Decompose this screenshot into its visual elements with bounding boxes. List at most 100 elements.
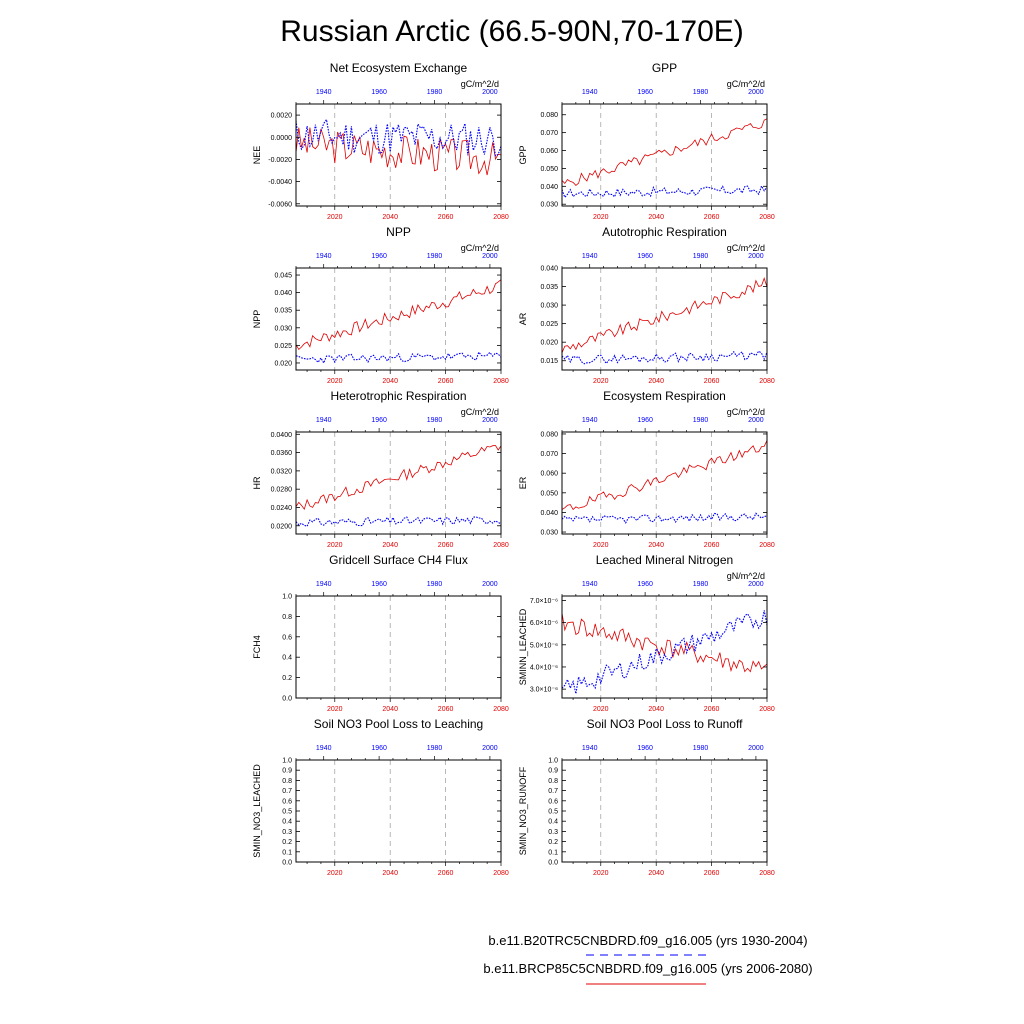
panel-title: Soil NO3 Pool Loss to Leaching [314,717,483,731]
panel-2: GPP gC/m^2/d GPP 0.030 0.040 0.050 0.060 0.070 0… [518,61,775,221]
x-tick-label-top: 1960 [637,89,653,96]
x-tick-label-bottom: 2040 [382,378,398,385]
y-tick-label: 0.050 [540,490,558,497]
y-tick-label: 0.035 [274,308,292,315]
x-tick-label-bottom: 2060 [704,542,720,549]
panel-title: Gridcell Surface CH4 Flux [329,553,468,567]
x-tick-label-top: 1980 [427,253,443,260]
y-tick-label: 0.3 [548,829,558,836]
x-tick-label-top: 1960 [371,745,387,752]
panel-units: gC/m^2/d [727,79,765,89]
panel-units: gN/m^2/d [727,571,765,581]
y-tick-label: 3.0×10⁻⁶ [530,687,558,694]
panel-title: Net Ecosystem Exchange [330,61,468,75]
x-tick-label-top: 2000 [482,417,498,424]
series-future-line [561,276,768,353]
plot-frame [561,759,768,863]
panel-title: Autotrophic Respiration [602,225,727,239]
x-tick-label-bottom: 2040 [648,706,664,713]
y-tick-label: 5.0×10⁻⁶ [530,642,558,649]
x-tick-label-bottom: 2080 [759,378,775,385]
y-tick-label: 0.030 [540,202,558,209]
x-tick-label-top: 1980 [693,253,709,260]
x-tick-label-bottom: 2060 [438,378,454,385]
y-tick-label: 0.080 [540,112,558,119]
panel-title: Heterotrophic Respiration [330,389,466,403]
y-axis-label: SMIN_NO3_LEACHED [252,764,262,858]
y-tick-label: 0.025 [540,321,558,328]
x-tick-label-bottom: 2060 [704,378,720,385]
y-tick-label: 0.3 [282,829,292,836]
x-tick-label-top: 2000 [748,89,764,96]
series-future-line [561,118,768,186]
x-tick-label-bottom: 2080 [493,378,509,385]
y-axis-label: GPP [518,145,528,164]
series-future-line [295,279,502,351]
plot-frame [561,431,768,535]
x-tick-label-top: 1980 [693,745,709,752]
panel-7: Gridcell Surface CH4 Flux FCH4 0.0 0.2 0.4 0.… [252,553,509,713]
plot-frame [295,267,502,371]
x-tick-label-bottom: 2020 [327,378,343,385]
y-tick-label: 0.5 [548,809,558,816]
plot-frame [561,103,768,207]
legend: b.e11.B20TRC5CNBDRD.f09_g16.005 (yrs 193… [483,933,813,985]
y-tick-label: 0.070 [540,130,558,137]
y-tick-label: 0.2 [548,839,558,846]
x-tick-label-bottom: 2060 [704,870,720,877]
y-tick-label: 0.040 [540,266,558,273]
x-tick-label-bottom: 2060 [704,214,720,221]
x-tick-label-bottom: 2080 [759,214,775,221]
x-tick-label-top: 1980 [427,89,443,96]
series-control-line [561,610,768,694]
series-future-line [561,612,768,673]
x-tick-label-bottom: 2060 [438,870,454,877]
legend-control-label: b.e11.B20TRC5CNBDRD.f09_g16.005 (yrs 193… [488,933,807,948]
y-tick-label: 0.0 [548,860,558,867]
x-tick-label-top: 2000 [748,581,764,588]
x-tick-label-top: 2000 [482,253,498,260]
y-tick-label: 0.040 [540,184,558,191]
x-tick-label-top: 1980 [693,581,709,588]
legend-future-label: b.e11.BRCP85C5CNBDRD.f09_g16.005 (yrs 20… [483,961,812,976]
series-control-line [295,351,502,365]
y-axis-label: ER [518,476,528,489]
y-tick-label: 0.1 [282,849,292,856]
x-tick-label-top: 2000 [482,745,498,752]
y-tick-label: 0.0 [282,696,292,703]
y-tick-label: 0.4 [282,819,292,826]
plot-frame [561,595,768,699]
y-tick-label: 0.020 [274,360,292,367]
x-tick-label-top: 2000 [748,417,764,424]
y-axis-label: NPP [252,310,262,329]
x-tick-label-top: 1940 [316,417,332,424]
y-tick-label: 0.2 [282,675,292,682]
x-tick-label-bottom: 2040 [382,214,398,221]
panel-grid: Net Ecosystem Exchange gC/m^2/d NEE 0.0020 0… [252,61,775,877]
x-tick-label-bottom: 2080 [493,706,509,713]
y-tick-label: 1.0 [548,758,558,765]
x-tick-label-bottom: 2040 [382,542,398,549]
series-future-line [561,440,768,511]
y-tick-label: 0.0400 [271,432,293,439]
panel-title: Soil NO3 Pool Loss to Runoff [587,717,744,731]
y-tick-label: 0.045 [274,273,292,280]
y-tick-label: 0.070 [540,451,558,458]
x-tick-label-bottom: 2080 [759,706,775,713]
y-tick-label: 0.0000 [271,135,293,142]
y-tick-label: 0.7 [282,788,292,795]
y-tick-label: 4.0×10⁻⁶ [530,664,558,671]
x-tick-label-bottom: 2040 [648,214,664,221]
x-tick-label-top: 1960 [637,417,653,424]
series-control-line [561,184,768,199]
series-control-line [295,118,502,157]
y-axis-label: SMIN_NO3_RUNOFF [518,766,528,855]
series-control-line [561,512,768,524]
y-tick-label: 0.040 [274,290,292,297]
series-future-line [295,445,502,510]
x-tick-label-top: 1960 [637,745,653,752]
x-tick-label-top: 1940 [582,417,598,424]
plot-frame [295,103,502,207]
x-tick-label-top: 1980 [693,417,709,424]
